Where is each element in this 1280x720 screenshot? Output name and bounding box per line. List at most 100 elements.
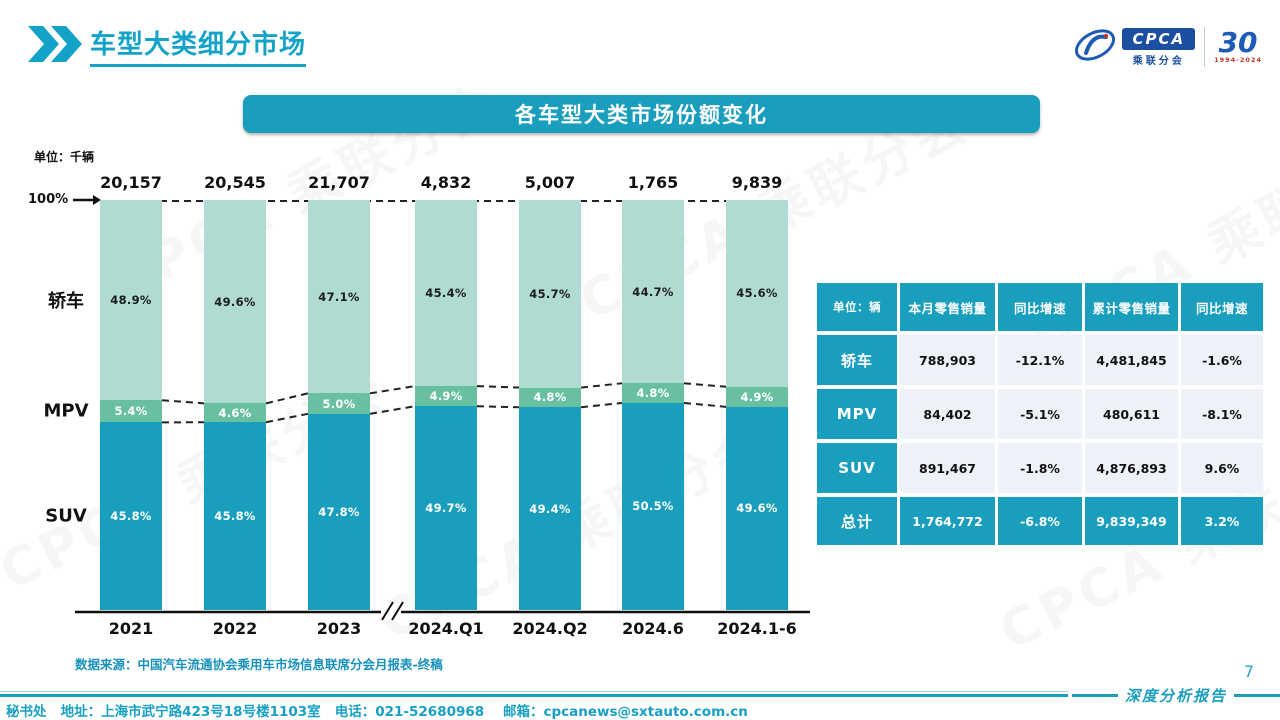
table-header-3: 累计零售销量 (1085, 283, 1178, 331)
segment-value-label: 49.6% (736, 501, 778, 516)
segment-value-label: 44.7% (632, 284, 674, 299)
bar-2024.Q2: 5,007 45.7% 4.8% 49.4% 2024.Q2 (512, 173, 587, 638)
x-axis-label-2024.1-6: 2024.1-6 (717, 619, 797, 638)
bar-2024.Q1: 4,832 45.4% 4.9% 49.7% 2024.Q1 (408, 173, 483, 638)
segment-轿车-2024.Q1: 45.4% (415, 200, 477, 387)
report-label-box: 深度分析报告 (1067, 685, 1280, 706)
anniversary-years: 1994-2024 (1214, 56, 1262, 64)
cell-total-2: 9,839,349 (1085, 497, 1178, 545)
cell-轿车-0: 788,903 (900, 335, 995, 385)
retail-sales-table: 单位：辆 本月零售销量 同比增速 累计零售销量 同比增速 轿车 788,903 -12.1% 4… (817, 283, 1263, 545)
segment-SUV-2024.1-6: 49.6% (726, 406, 788, 610)
cpca-subtitle: 乘联分会 (1132, 55, 1185, 67)
row-label-轿车: 轿车 (817, 335, 897, 385)
cell-MPV-0: 84,402 (900, 389, 995, 439)
footer-divider-light (0, 691, 1280, 692)
cell-total-3: 3.2% (1181, 497, 1263, 545)
segment-轿车-2024.Q2: 45.7% (519, 200, 581, 388)
bar-total-2024.6: 1,765 (627, 173, 679, 192)
table-header-0: 单位：辆 (817, 283, 897, 331)
cpca-wordmark: CPCA (1122, 27, 1196, 50)
anniversary-30-logo: 30 1994-2024 (1214, 26, 1262, 65)
bar-2021: 20,157 48.9% 5.4% 45.8% 2021 (100, 173, 162, 638)
segment-SUV-2022: 45.8% (204, 422, 266, 610)
segment-value-label: 4.8% (636, 386, 670, 401)
segment-value-label: 47.8% (318, 504, 360, 519)
bar-2024.1-6: 9,839 45.6% 4.9% 49.6% 2024.1-6 (717, 173, 797, 638)
cell-SUV-3: 9.6% (1181, 443, 1263, 493)
logo-divider (1204, 27, 1206, 67)
chart-title: 各车型大类市场份额变化 (515, 103, 768, 127)
segment-SUV-2024.Q2: 49.4% (519, 407, 581, 610)
unit-label: 单位：千辆 (34, 150, 95, 164)
segment-value-label: 49.7% (425, 501, 467, 516)
stacked-bar-chart: 20,157 48.9% 5.4% 45.8% 2021 20,545 49.6% 4.6% 4… (43, 173, 810, 638)
segment-value-label: 45.7% (529, 286, 571, 301)
cell-total-0: 1,764,772 (900, 497, 995, 545)
table-header-1: 本月零售销量 (900, 283, 995, 331)
x-axis-label-2024.Q2: 2024.Q2 (512, 619, 588, 638)
x-axis-label-2024.Q1: 2024.Q1 (408, 619, 484, 638)
x-axis-label-2022: 2022 (212, 619, 258, 638)
bar-total-2021: 20,157 (100, 173, 162, 192)
row-label-SUV: SUV (817, 443, 897, 493)
segment-value-label: 49.4% (529, 501, 571, 516)
segment-value-label: 4.9% (429, 389, 463, 404)
axis-100pct-text: 100% (28, 192, 69, 207)
segment-value-label: 45.8% (110, 509, 152, 524)
segment-MPV-2022: 4.6% (204, 403, 266, 423)
segment-SUV-2021: 45.8% (100, 422, 162, 610)
table-header-4: 同比增速 (1181, 283, 1263, 331)
x-axis-label-2023: 2023 (316, 619, 362, 638)
row-label-total: 总计 (817, 497, 897, 545)
segment-value-label: 50.5% (632, 499, 674, 514)
page-number: 7 (1243, 662, 1254, 681)
segment-value-label: 45.8% (214, 509, 256, 524)
chart-title-banner: 各车型大类市场份额变化 (243, 95, 1040, 133)
cell-轿车-1: -12.1% (998, 335, 1082, 385)
page-title: 车型大类细分市场 (90, 24, 307, 67)
cell-MPV-2: 480,611 (1085, 389, 1178, 439)
segment-value-label: 49.6% (214, 294, 256, 309)
bar-total-2024.Q2: 5,007 (524, 173, 576, 192)
segment-SUV-2024.Q1: 49.7% (415, 406, 477, 610)
segment-value-label: 4.6% (218, 405, 252, 420)
bar-2022: 20,545 49.6% 4.6% 45.8% 2022 (204, 173, 266, 638)
segment-MPV-2021: 5.4% (100, 400, 162, 423)
bar-total-2023: 21,707 (308, 173, 370, 192)
cell-轿车-2: 4,481,845 (1085, 335, 1178, 385)
bar-2023: 21,707 47.1% 5.0% 47.8% 2023 (308, 173, 370, 638)
bar-2024.6: 1,765 44.7% 4.8% 50.5% 2024.6 (622, 173, 684, 638)
cell-SUV-2: 4,876,893 (1085, 443, 1178, 493)
segment-value-label: 48.9% (110, 293, 152, 308)
footer-divider (0, 694, 1280, 697)
right-arrow-icon (73, 194, 102, 205)
report-label-line-left (1071, 694, 1118, 697)
x-axis-label-2024.6: 2024.6 (622, 619, 684, 638)
segment-value-label: 47.1% (318, 289, 360, 304)
report-label-line-right (1234, 694, 1280, 697)
segment-value-label: 5.0% (322, 396, 356, 411)
segment-轿车-2023: 47.1% (308, 200, 370, 394)
cell-MPV-1: -5.1% (998, 389, 1082, 439)
segment-value-label: 4.9% (740, 389, 774, 404)
footer-contact-info: 秘书处 地址：上海市武宁路423号18号楼1103室 电话：021-526809… (6, 704, 748, 720)
table-header-2: 同比增速 (998, 283, 1082, 331)
cpca-swoosh-icon (1072, 22, 1118, 72)
double-chevron-icon (28, 24, 82, 68)
bar-total-2022: 20,545 (204, 173, 266, 192)
segment-value-label: 45.6% (736, 286, 778, 301)
segment-MPV-2024.6: 4.8% (622, 383, 684, 403)
segment-value-label: 4.8% (533, 390, 567, 405)
cell-total-1: -6.8% (998, 497, 1082, 545)
cell-轿车-3: -1.6% (1181, 335, 1263, 385)
segment-轿车-2022: 49.6% (204, 200, 266, 404)
segment-MPV-2024.Q2: 4.8% (519, 387, 581, 408)
segment-value-label: 5.4% (114, 404, 148, 419)
series-label-MPV: MPV (43, 400, 89, 422)
anniversary-number: 30 (1218, 26, 1258, 59)
axis-100pct-label: 100% (28, 192, 102, 207)
segment-MPV-2024.Q1: 4.9% (415, 386, 477, 407)
segment-SUV-2023: 47.8% (308, 413, 370, 610)
